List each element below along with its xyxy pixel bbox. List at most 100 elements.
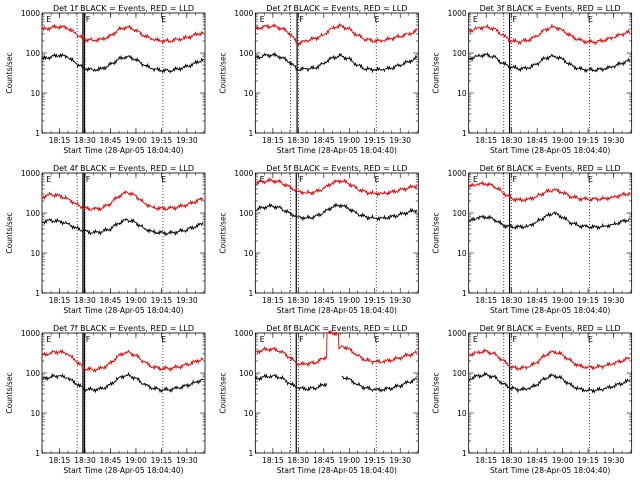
y-tick-label: 100 — [239, 49, 254, 58]
marker-label: E — [473, 15, 478, 24]
x-tick-label: 19:30 — [176, 296, 198, 305]
marker-label: E — [161, 175, 166, 184]
marker-label: E — [260, 15, 265, 24]
lld-series-line — [254, 329, 418, 368]
x-tick-label: 18:45 — [526, 296, 548, 305]
x-tick-label: 19:00 — [338, 456, 360, 465]
marker-label: E — [260, 175, 265, 184]
x-tick-label: 19:00 — [338, 136, 360, 145]
marker-label: E — [46, 335, 51, 344]
detector-panel-9: Det 9f BLACK = Events, RED = LLD 1 10 100 10… — [432, 324, 633, 475]
y-tick-label: 10 — [244, 249, 254, 258]
x-tick-label: 18:15 — [262, 136, 284, 145]
marker-label: F — [512, 175, 517, 184]
x-tick-label: 19:15 — [364, 136, 386, 145]
x-tick-label: 19:15 — [151, 136, 173, 145]
series-group — [468, 23, 631, 74]
x-tick-label: 19:00 — [552, 296, 574, 305]
x-tick-label: 18:45 — [100, 296, 122, 305]
series-group — [468, 347, 631, 394]
series-group — [41, 23, 204, 74]
y-axis-label: Counts/sec — [432, 372, 441, 413]
marker-label: F — [299, 15, 304, 24]
marker-label: E — [46, 175, 51, 184]
x-tick-label: 19:30 — [176, 456, 198, 465]
x-tick-label: 19:00 — [125, 296, 147, 305]
y-tick-label: 1000 — [234, 169, 253, 178]
detector-panel-4: Det 4f BLACK = Events, RED = LLD 1 10 100 10… — [5, 164, 206, 315]
y-tick-label: 1000 — [448, 9, 467, 18]
y-tick-label: 1000 — [21, 329, 40, 338]
plot-title: Det 4f BLACK = Events, RED = LLD — [53, 164, 194, 173]
x-tick-label: 19:00 — [338, 296, 360, 305]
detector-panel-6: Det 6f BLACK = Events, RED = LLD 1 10 100 10… — [432, 164, 633, 315]
detector-panel-7: Det 7f BLACK = Events, RED = LLD 1 10 100 10… — [5, 324, 206, 475]
marker-label: F — [512, 335, 517, 344]
y-axis-label: Counts/sec — [5, 212, 14, 253]
events-series-line — [255, 51, 418, 74]
x-tick-label: 18:30 — [288, 136, 310, 145]
marker-label: E — [46, 15, 51, 24]
x-tick-label: 18:45 — [526, 456, 548, 465]
y-axis-label: Counts/sec — [5, 372, 14, 413]
lld-series-line — [41, 348, 204, 373]
lld-series-line — [468, 180, 631, 204]
x-axis-label: Start Time (28-Apr-05 18:04:40) — [490, 306, 610, 315]
marker-label: F — [86, 15, 91, 24]
x-tick-label: 18:15 — [49, 296, 71, 305]
plot-frame — [41, 12, 206, 134]
x-tick-label: 19:15 — [151, 296, 173, 305]
y-axis-label: Counts/sec — [218, 372, 227, 413]
lld-series-line — [41, 23, 204, 45]
x-tick-label: 18:30 — [74, 136, 96, 145]
marker-label: E — [588, 15, 593, 24]
y-tick-label: 100 — [452, 369, 467, 378]
x-tick-label: 19:15 — [577, 136, 599, 145]
plot-frame — [468, 12, 633, 134]
y-tick-label: 10 — [30, 249, 40, 258]
plot-title: Det 3f BLACK = Events, RED = LLD — [480, 4, 621, 13]
y-axis-label: Counts/sec — [218, 52, 227, 93]
x-axis-label: Start Time (28-Apr-05 18:04:40) — [277, 306, 397, 315]
x-tick-label: 19:15 — [364, 296, 386, 305]
y-tick-label: 1000 — [448, 169, 467, 178]
x-tick-label: 19:15 — [577, 456, 599, 465]
x-tick-label: 19:00 — [552, 456, 574, 465]
x-tick-label: 19:30 — [603, 456, 625, 465]
marker-label: E — [375, 175, 380, 184]
x-tick-label: 18:30 — [501, 456, 523, 465]
x-tick-label: 18:15 — [49, 456, 71, 465]
y-tick-label: 100 — [452, 209, 467, 218]
lld-series-line — [255, 176, 418, 198]
y-tick-label: 1 — [462, 449, 467, 458]
plot-title: Det 5f BLACK = Events, RED = LLD — [266, 164, 407, 173]
y-axis-label: Counts/sec — [218, 212, 227, 253]
y-tick-label: 100 — [452, 49, 467, 58]
x-tick-label: 18:30 — [501, 296, 523, 305]
marker-label: E — [588, 175, 593, 184]
plot-frame — [468, 332, 633, 454]
y-axis-label: Counts/sec — [5, 52, 14, 93]
x-tick-label: 19:00 — [552, 136, 574, 145]
y-tick-label: 1 — [249, 129, 254, 138]
x-tick-label: 18:15 — [262, 456, 284, 465]
detector-panel-1: Det 1f BLACK = Events, RED = LLD 1 10 100 10… — [5, 4, 206, 155]
y-tick-label: 100 — [239, 209, 254, 218]
plot-title: Det 1f BLACK = Events, RED = LLD — [53, 4, 194, 13]
events-series-line — [41, 217, 204, 237]
lld-series-line — [468, 23, 631, 46]
detector-panel-3: Det 3f BLACK = Events, RED = LLD 1 10 100 10… — [432, 4, 633, 155]
y-tick-label: 10 — [30, 409, 40, 418]
lld-series-line — [468, 347, 631, 371]
plot-title: Det 8f BLACK = Events, RED = LLD — [266, 324, 407, 333]
x-tick-label: 18:45 — [100, 456, 122, 465]
x-axis-label: Start Time (28-Apr-05 18:04:40) — [277, 146, 397, 155]
plot-title: Det 7f BLACK = Events, RED = LLD — [53, 324, 194, 333]
y-tick-label: 1000 — [234, 329, 253, 338]
x-axis-label: Start Time (28-Apr-05 18:04:40) — [63, 146, 183, 155]
y-tick-label: 10 — [457, 89, 467, 98]
y-tick-label: 100 — [26, 49, 41, 58]
x-tick-label: 18:30 — [288, 296, 310, 305]
lld-series-line — [255, 22, 418, 46]
x-tick-label: 18:15 — [49, 136, 71, 145]
